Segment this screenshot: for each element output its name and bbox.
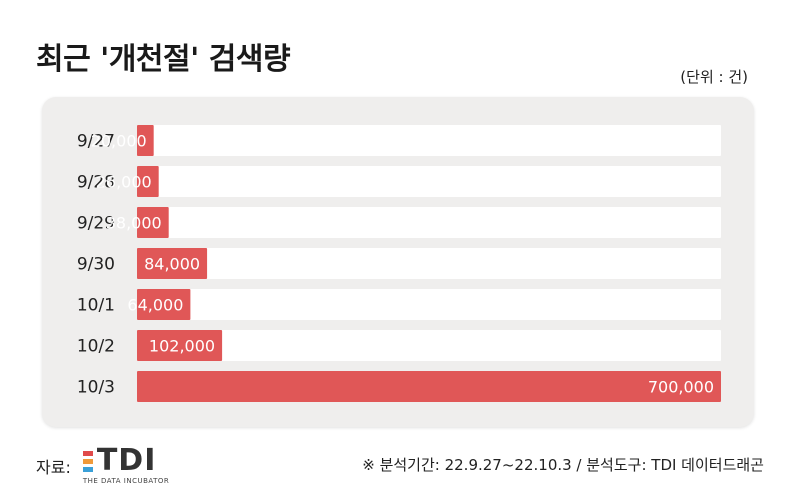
value-label: 26,000 [96,173,152,192]
category-label: 10/2 [77,337,115,357]
category-label: 9/27 [77,132,115,152]
bar [137,371,721,402]
bar-track [137,330,721,361]
category-label: 10/3 [77,378,115,398]
bar [137,125,154,156]
bar-track [137,125,721,156]
bar-track [137,289,721,320]
bar-track [137,248,721,279]
value-label: 64,000 [127,296,183,315]
value-label: 20,000 [91,132,147,151]
analysis-note: ※ 분석기간: 22.9.27~22.10.3 / 분석도구: TDI 데이터드… [362,456,764,474]
category-label: 10/1 [77,296,115,316]
logo-text: TDI [96,443,157,478]
category-label: 9/28 [77,173,115,193]
value-label: 102,000 [149,337,215,356]
chart-title: 최근 '개천절' 검색량 [36,42,291,77]
bar-track [137,166,721,197]
logo-subtext: THE DATA INCUBATOR [82,477,170,485]
bar [137,289,191,320]
bar [137,330,223,361]
value-label: 84,000 [144,255,200,274]
source-label: 자료: [36,457,71,477]
bar [137,248,208,279]
value-label: 38,000 [106,214,162,233]
bar-track [137,207,721,238]
category-label: 9/30 [77,255,115,275]
logo-bars-icon [82,451,93,472]
value-label: 700,000 [648,378,714,397]
category-label: 9/29 [77,214,115,234]
unit-label: (단위 : 건) [680,68,748,86]
bar [137,166,159,197]
source-block: 자료: TDI THE DATA INCUBATOR [36,443,170,486]
bar [137,207,169,238]
tdi-logo: TDI THE DATA INCUBATOR [82,443,170,485]
